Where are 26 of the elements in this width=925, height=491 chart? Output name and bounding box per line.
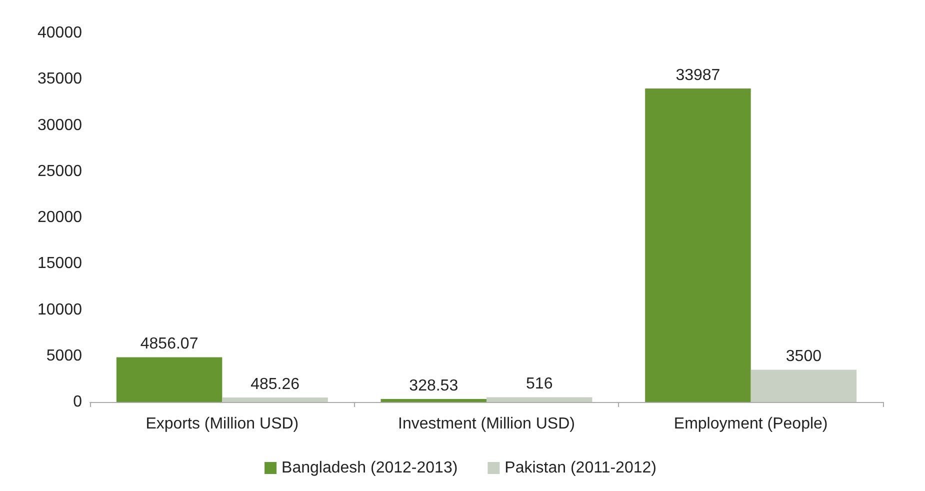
bar bbox=[645, 88, 751, 402]
y-tick-label: 30000 bbox=[38, 116, 82, 134]
y-tick-label: 20000 bbox=[38, 209, 82, 226]
y-tick-label: 25000 bbox=[38, 162, 82, 180]
y-tick-label: 5000 bbox=[46, 347, 82, 364]
bar bbox=[486, 397, 592, 402]
legend-label: Bangladesh (2012-2013) bbox=[282, 460, 458, 476]
data-label: 33987 bbox=[676, 66, 720, 84]
bar bbox=[380, 398, 486, 402]
y-tick-label: 40000 bbox=[38, 24, 82, 42]
data-label: 485.26 bbox=[250, 376, 300, 394]
bar bbox=[116, 357, 222, 402]
data-label: 4856.07 bbox=[140, 336, 198, 353]
legend-label: Pakistan (2011-2012) bbox=[504, 460, 656, 476]
y-tick-label: 0 bbox=[73, 394, 82, 410]
data-label: 328.53 bbox=[409, 377, 458, 394]
y-tick-label: 15000 bbox=[38, 255, 82, 272]
x-tick-label: Employment (People) bbox=[674, 416, 828, 432]
x-tick-label: Investment (Million USD) bbox=[398, 416, 575, 432]
bar bbox=[222, 398, 328, 402]
bar bbox=[750, 370, 857, 402]
x-tick-label: Exports (Million USD) bbox=[146, 416, 299, 432]
data-label: 3500 bbox=[786, 348, 822, 366]
data-label: 516 bbox=[526, 376, 553, 393]
y-tick-label: 10000 bbox=[38, 301, 82, 318]
y-tick-label: 35000 bbox=[38, 70, 82, 88]
